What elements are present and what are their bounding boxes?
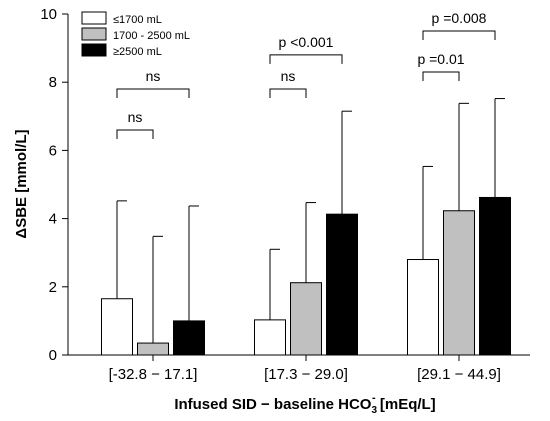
significance-label: ns bbox=[146, 68, 161, 84]
bar bbox=[137, 342, 169, 356]
y-tick-label: 8 bbox=[49, 74, 57, 91]
bar bbox=[326, 213, 358, 356]
y-tick-label: 0 bbox=[49, 347, 57, 364]
error-bars bbox=[116, 98, 505, 344]
category-label: [29.1 − 44.9] bbox=[417, 366, 501, 383]
category-label: [-32.8 − 17.1] bbox=[109, 366, 198, 383]
legend-label: ≤1700 mL bbox=[113, 14, 162, 26]
significance-label: p <0.001 bbox=[279, 34, 334, 50]
bar bbox=[173, 320, 205, 356]
bar bbox=[407, 259, 439, 356]
y-tick-label: 2 bbox=[49, 279, 57, 296]
significance-bracket bbox=[116, 129, 154, 139]
y-axis-title: ΔSBE [mmol/L] bbox=[13, 129, 30, 238]
legend-label: 1700 - 2500 mL bbox=[113, 30, 190, 42]
significance-label: p =0.008 bbox=[432, 10, 487, 26]
legend-label: ≥2500 mL bbox=[113, 46, 162, 58]
significance-label: ns bbox=[281, 68, 296, 84]
y-tick-label: 10 bbox=[40, 6, 57, 23]
bars bbox=[101, 196, 511, 356]
category-label: [17.3 − 29.0] bbox=[264, 366, 348, 383]
bar bbox=[290, 282, 322, 356]
y-tick-label: 4 bbox=[49, 211, 57, 228]
legend: ≤1700 mL 1700 - 2500 mL ≥2500 mL bbox=[81, 11, 190, 58]
significance-bracket bbox=[422, 30, 496, 41]
y-tick-label: 6 bbox=[49, 142, 57, 159]
bar bbox=[479, 196, 511, 356]
significance-label: ns bbox=[128, 109, 143, 125]
significance-bracket bbox=[422, 71, 460, 81]
axes: 0 2 4 6 8 10 [-32.8 − 17.1] [17.3 − 29.0] [29.1 … bbox=[40, 6, 530, 383]
legend-swatch bbox=[81, 11, 107, 25]
significance-bracket bbox=[269, 54, 343, 64]
bar bbox=[443, 210, 475, 356]
x-axis-title: Infused SID − baseline HCO3- [mEq/L] bbox=[174, 392, 435, 416]
significance-annotations: ns ns ns p <0.001 p =0.01 p =0.008 bbox=[116, 10, 496, 139]
legend-swatch bbox=[81, 27, 107, 41]
significance-label: p =0.01 bbox=[417, 51, 464, 67]
significance-bracket bbox=[269, 88, 307, 99]
bar bbox=[101, 298, 133, 356]
bar bbox=[254, 319, 286, 356]
legend-swatch bbox=[81, 43, 107, 57]
significance-bracket bbox=[116, 88, 190, 99]
